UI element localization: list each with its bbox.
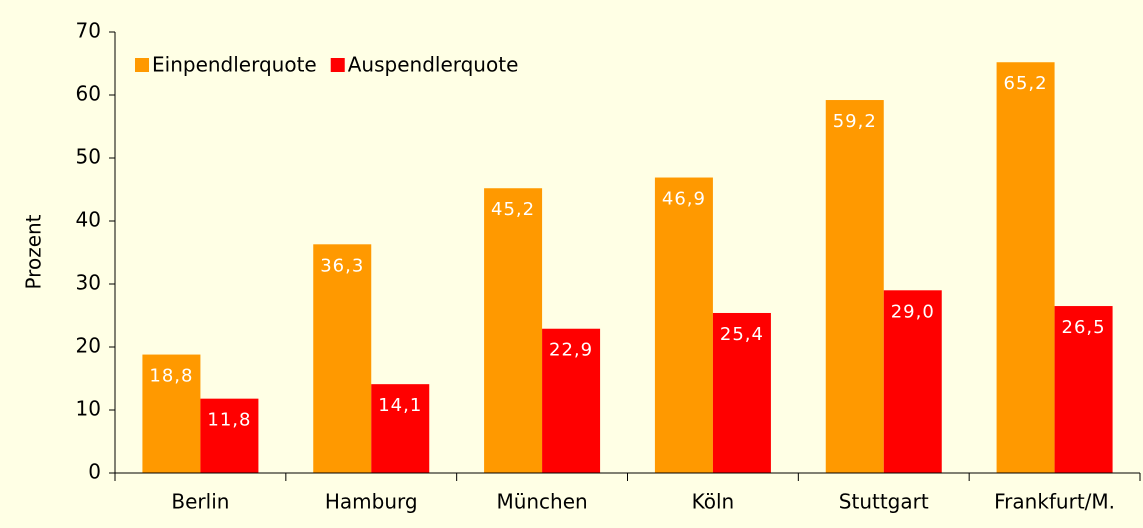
bar (313, 244, 372, 473)
x-tick-label: Frankfurt/M. (994, 490, 1115, 514)
value-label: 45,2 (491, 199, 535, 220)
value-label: 18,8 (149, 366, 193, 387)
value-label: 26,5 (1062, 317, 1106, 338)
x-tick-label: Berlin (171, 490, 229, 514)
value-label: 25,4 (720, 324, 764, 345)
bar (1054, 306, 1113, 473)
value-label: 29,0 (891, 301, 935, 322)
x-tick-label: Stuttgart (839, 490, 929, 514)
legend-label: Einpendlerquote (152, 53, 317, 77)
value-label: 22,9 (549, 340, 593, 361)
y-tick-label: 0 (88, 460, 101, 484)
x-tick-label: Hamburg (325, 490, 418, 514)
bar (712, 312, 771, 473)
value-label: 11,8 (207, 410, 251, 431)
x-tick-label: München (496, 490, 587, 514)
legend-label: Auspendlerquote (348, 53, 519, 77)
bar (200, 398, 259, 473)
bar (825, 100, 884, 473)
bar (654, 177, 713, 473)
y-tick-label: 60 (76, 82, 101, 106)
y-tick-label: 10 (76, 397, 101, 421)
bar (996, 62, 1055, 474)
y-axis-label: Prozent (22, 214, 46, 289)
value-label: 46,9 (662, 189, 706, 210)
bar (371, 384, 430, 473)
value-label: 36,3 (320, 255, 364, 276)
legend-swatch (330, 58, 345, 72)
bar (542, 328, 601, 473)
y-tick-label: 20 (76, 334, 101, 358)
bar (142, 354, 201, 473)
value-label: 65,2 (1004, 73, 1048, 94)
y-tick-label: 50 (76, 145, 101, 169)
bar (883, 290, 942, 473)
y-tick-label: 30 (76, 271, 101, 295)
value-label: 14,1 (378, 395, 422, 416)
x-tick-label: Köln (692, 490, 735, 514)
y-tick-label: 40 (76, 208, 101, 232)
y-tick-label: 70 (76, 19, 101, 43)
value-label: 59,2 (833, 111, 877, 132)
bar (484, 188, 543, 474)
legend-swatch (135, 58, 149, 72)
